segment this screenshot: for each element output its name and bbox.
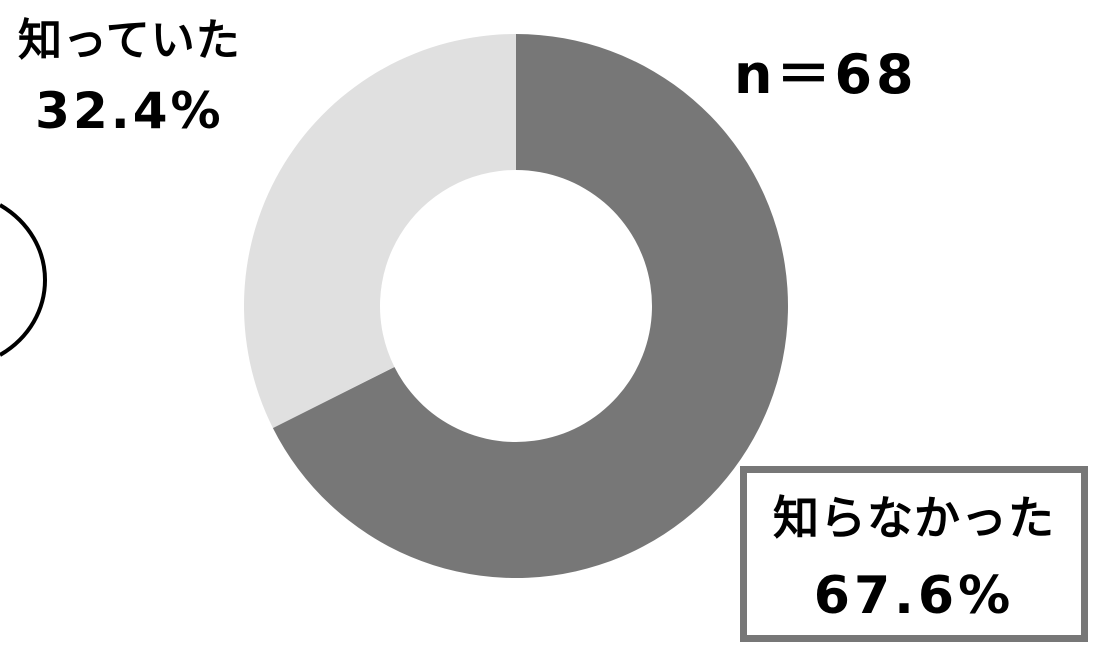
donut-slice-1 xyxy=(244,34,516,428)
donut-slices xyxy=(244,34,788,579)
slice-label-unknown-category: 知らなかった xyxy=(773,491,1055,545)
slice-label-known: 知っていた 32.4% xyxy=(18,6,241,146)
slice-label-known-category: 知っていた xyxy=(18,15,241,66)
slice-label-unknown-value: 67.6% xyxy=(813,566,1015,626)
sample-size-label: n＝68 xyxy=(734,43,918,106)
slice-label-unknown: 知らなかった 67.6% xyxy=(740,466,1088,642)
donut-slice-0 xyxy=(272,34,788,579)
slice-label-known-value: 32.4% xyxy=(35,82,224,140)
callout-curve xyxy=(0,203,47,357)
